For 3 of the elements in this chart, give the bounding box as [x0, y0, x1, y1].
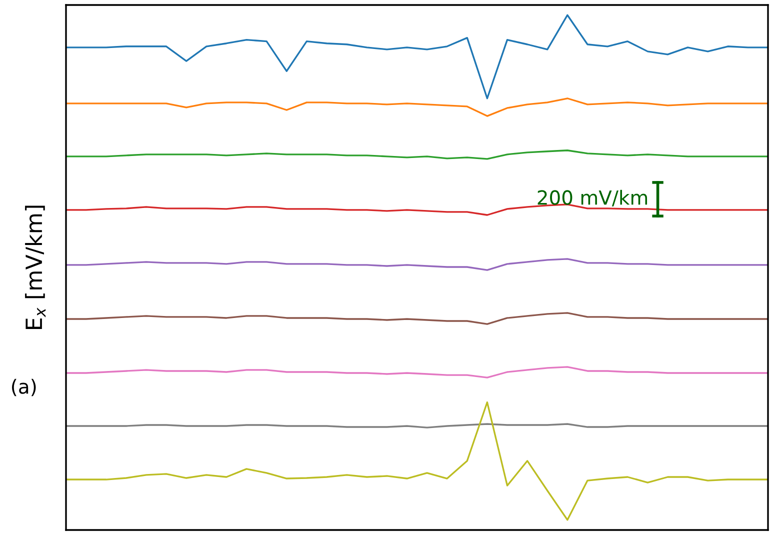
annotation: 200 mV/km [538, 190, 648, 206]
text: (a) [12, 378, 36, 396]
y-axis-title: E$_{x}$ [mV/km] [25, 206, 46, 329]
